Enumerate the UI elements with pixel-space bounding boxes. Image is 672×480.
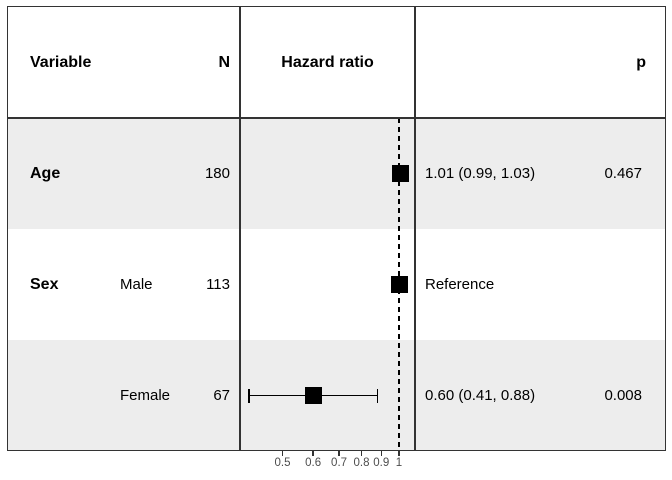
axis-tick-label: 0.9	[373, 457, 390, 469]
axis-tick	[281, 451, 284, 456]
axis-tick-label: 0.6	[305, 457, 322, 469]
axis-tick	[338, 451, 340, 456]
axis-tick-label: 0.7	[331, 457, 348, 469]
row-n-value: 180	[204, 165, 230, 182]
axis-tick	[380, 451, 382, 456]
hr-marker	[390, 276, 408, 293]
row-n-value: 113	[206, 276, 230, 293]
hr-marker	[304, 387, 322, 404]
row-variable-label: Sex	[30, 275, 59, 293]
axis-tick-label: 1	[395, 457, 403, 469]
ci-cap	[248, 388, 250, 403]
row-p-value: 0.467	[604, 165, 642, 182]
ci-cap	[376, 388, 379, 403]
axis-tick	[360, 451, 363, 456]
row-p-value: 0.008	[604, 387, 642, 404]
axis-tick	[312, 451, 314, 456]
row-estimate-value: 0.60 (0.41, 0.88)	[425, 387, 536, 404]
column-header-hazard-ratio: Hazard ratio	[281, 53, 374, 71]
column-header-n: N	[218, 53, 230, 71]
row-n-value: 67	[213, 387, 230, 404]
column-header-p: p	[636, 53, 646, 71]
axis-tick	[398, 451, 400, 456]
column-divider	[239, 7, 241, 451]
hr-marker	[392, 165, 410, 182]
column-divider	[414, 7, 416, 451]
axis-tick-label: 0.5	[274, 457, 291, 469]
row-level-label: Male	[120, 276, 153, 293]
row-stripe-age	[8, 118, 665, 229]
row-variable-label: Age	[30, 164, 61, 182]
axis-tick-label: 0.8	[353, 457, 370, 469]
column-header-variable: Variable	[30, 53, 92, 71]
row-estimate-value: Reference	[425, 276, 495, 293]
header-divider	[8, 117, 665, 119]
row-level-label: Female	[120, 387, 171, 404]
row-estimate-value: 1.01 (0.99, 1.03)	[425, 165, 536, 182]
